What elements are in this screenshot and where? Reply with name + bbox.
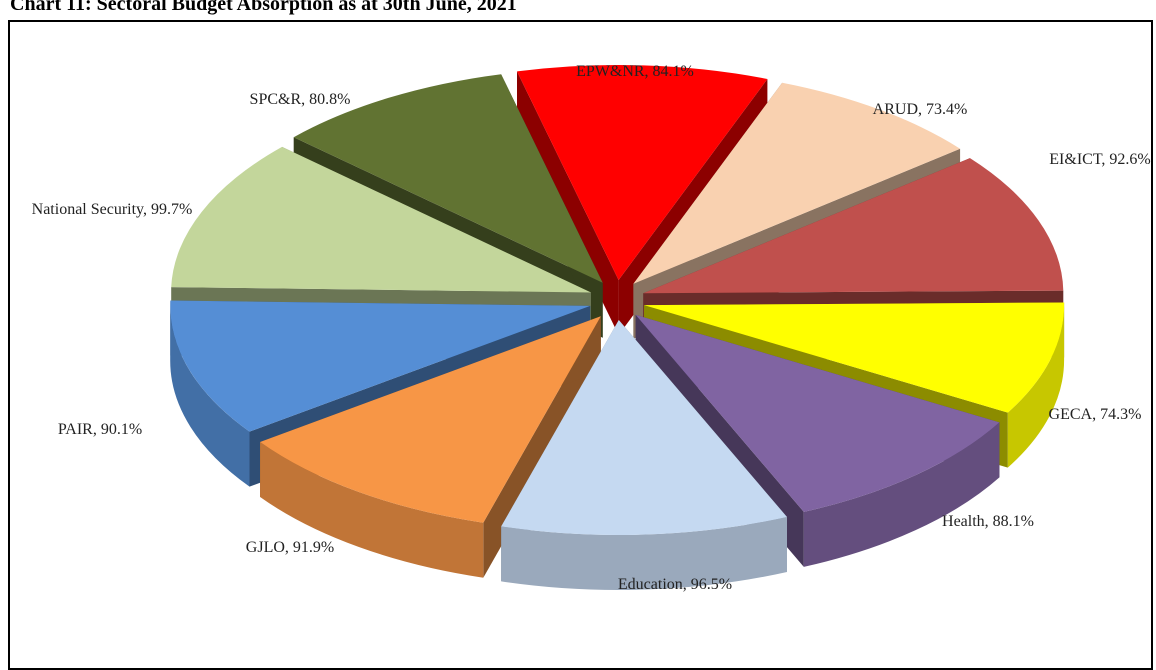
data-label: SPC&R, 80.8%	[249, 91, 351, 108]
data-label: PAIR, 90.1%	[57, 421, 143, 438]
slice	[644, 302, 1065, 413]
data-label: GJLO, 91.9%	[245, 539, 335, 556]
data-label: National Security, 99.7%	[31, 201, 193, 218]
slice	[293, 74, 603, 283]
slice	[170, 300, 591, 432]
slice	[171, 146, 591, 293]
slice	[260, 316, 601, 523]
slice-rim	[170, 305, 250, 487]
slice-rim	[803, 422, 1000, 567]
slice	[643, 158, 1064, 294]
chart-title: Chart 11: Sectoral Budget Absorption as …	[10, 0, 517, 15]
data-label: EPW&NR, 84.1%	[576, 63, 694, 80]
data-label: ARUD, 73.4%	[872, 101, 968, 118]
data-label: GECA, 74.3%	[1048, 406, 1142, 423]
data-label: Health, 88.1%	[942, 513, 1034, 530]
data-label: EI&ICT, 92.6%	[1049, 151, 1151, 168]
data-label: Education, 96.5%	[617, 576, 733, 593]
slice	[501, 320, 787, 535]
slice-rim	[501, 517, 787, 590]
slice	[633, 82, 961, 284]
slice-rim	[260, 442, 484, 578]
slice-rim	[1007, 305, 1065, 468]
slice	[517, 65, 768, 281]
slice	[635, 314, 1000, 512]
